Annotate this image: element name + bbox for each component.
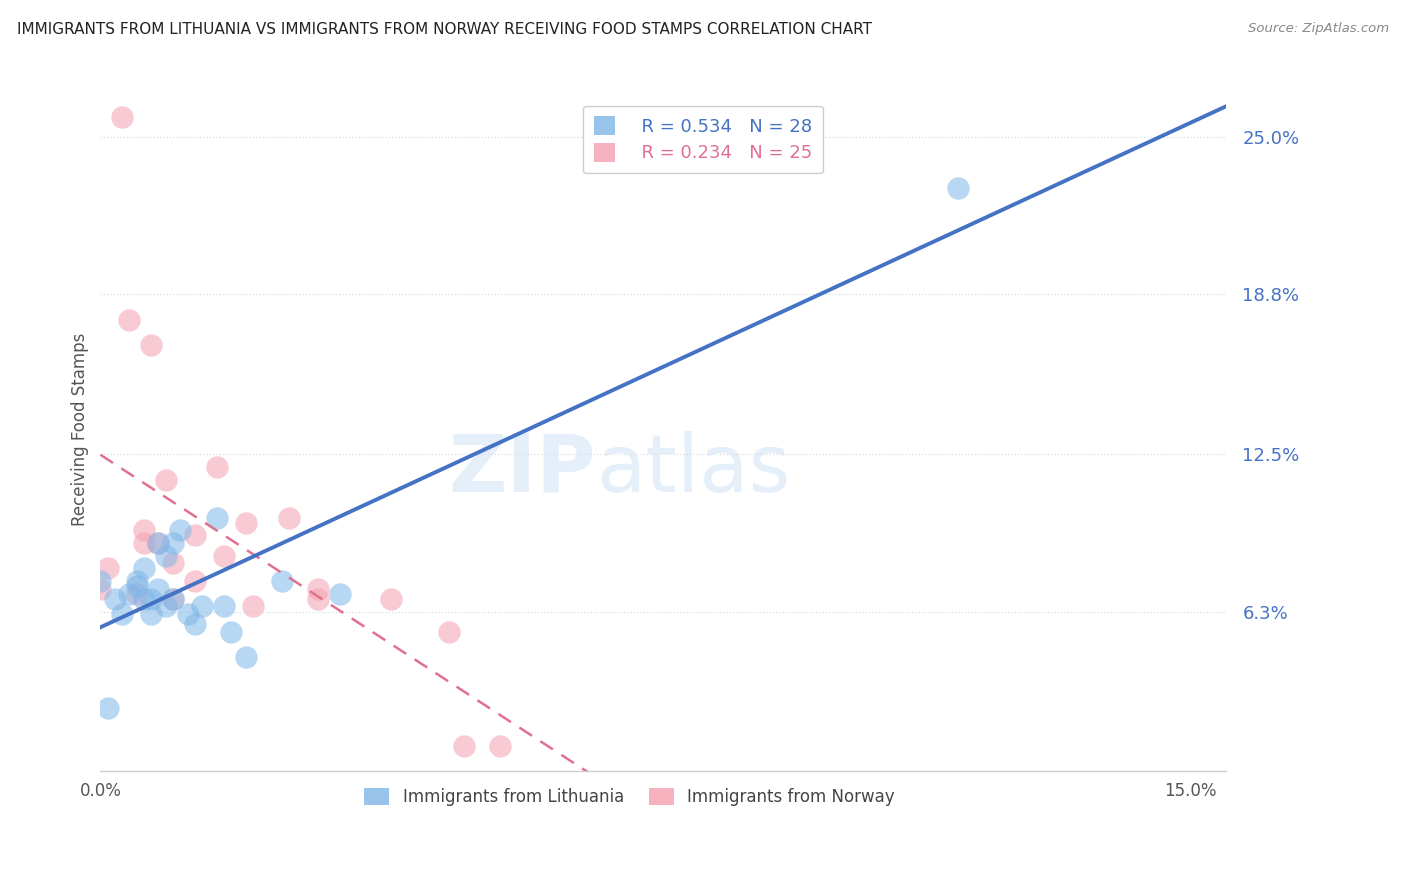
Point xyxy=(132,536,155,550)
Point xyxy=(184,528,207,542)
Point xyxy=(307,582,329,596)
Point xyxy=(235,516,257,530)
Point xyxy=(141,338,163,352)
Y-axis label: Receiving Food Stamps: Receiving Food Stamps xyxy=(72,332,89,525)
Point xyxy=(132,561,155,575)
Point xyxy=(132,524,155,538)
Point xyxy=(141,591,163,606)
Point xyxy=(111,110,134,124)
Point xyxy=(162,591,184,606)
Point xyxy=(132,591,155,606)
Point xyxy=(212,549,235,563)
Point xyxy=(453,739,475,753)
Point xyxy=(162,591,184,606)
Point xyxy=(278,510,301,524)
Point xyxy=(169,524,191,538)
Point xyxy=(219,624,242,639)
Point xyxy=(89,574,111,588)
Text: Source: ZipAtlas.com: Source: ZipAtlas.com xyxy=(1249,22,1389,36)
Point xyxy=(141,607,163,621)
Point xyxy=(307,591,329,606)
Point xyxy=(155,549,177,563)
Point xyxy=(271,574,294,588)
Point xyxy=(235,650,257,665)
Point xyxy=(125,587,148,601)
Point xyxy=(205,459,228,474)
Point xyxy=(125,579,148,593)
Point xyxy=(118,312,141,326)
Point xyxy=(111,607,134,621)
Point xyxy=(148,536,170,550)
Point xyxy=(148,582,170,596)
Point xyxy=(97,701,120,715)
Point xyxy=(97,561,120,575)
Point xyxy=(89,582,111,596)
Legend: Immigrants from Lithuania, Immigrants from Norway: Immigrants from Lithuania, Immigrants fr… xyxy=(356,780,903,814)
Point xyxy=(184,574,207,588)
Point xyxy=(191,599,214,614)
Point xyxy=(242,599,264,614)
Point xyxy=(162,536,184,550)
Text: IMMIGRANTS FROM LITHUANIA VS IMMIGRANTS FROM NORWAY RECEIVING FOOD STAMPS CORREL: IMMIGRANTS FROM LITHUANIA VS IMMIGRANTS … xyxy=(17,22,872,37)
Point xyxy=(148,536,170,550)
Point xyxy=(329,587,352,601)
Point xyxy=(437,624,460,639)
Point xyxy=(176,607,198,621)
Point xyxy=(104,591,127,606)
Point xyxy=(212,599,235,614)
Text: ZIP: ZIP xyxy=(449,431,596,509)
Point xyxy=(125,574,148,588)
Point xyxy=(118,587,141,601)
Point xyxy=(489,739,512,753)
Point xyxy=(162,557,184,571)
Point xyxy=(380,591,402,606)
Point xyxy=(205,510,228,524)
Text: atlas: atlas xyxy=(596,431,790,509)
Point xyxy=(946,181,969,195)
Point xyxy=(155,473,177,487)
Point xyxy=(184,617,207,632)
Point xyxy=(155,599,177,614)
